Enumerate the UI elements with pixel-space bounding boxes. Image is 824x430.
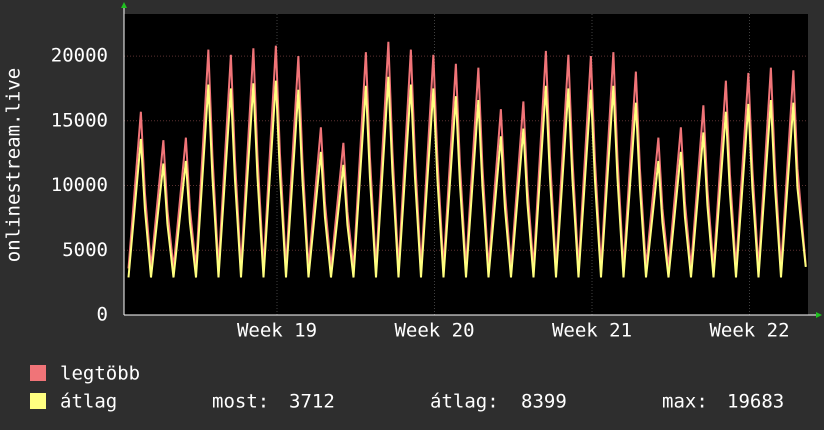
stat-label: átlag: (430, 391, 499, 413)
stat-label: max: (662, 391, 708, 413)
stat-label: most: (212, 391, 269, 413)
axis-arrow (816, 312, 822, 318)
series-line (127, 76, 807, 278)
stat-value: 8399 (521, 391, 567, 413)
axis-arrow (121, 2, 127, 8)
x-tick-label: Week 22 (709, 320, 789, 342)
legend-swatch (30, 365, 46, 381)
y-tick-label: 10000 (51, 174, 108, 196)
y-tick-label: 5000 (62, 239, 108, 261)
stat-value: 19683 (727, 391, 784, 413)
legend-label: legtöbb (60, 363, 140, 385)
x-tick-label: Week 19 (237, 320, 317, 342)
y-tick-label: 20000 (51, 45, 108, 67)
y-tick-label: 0 (97, 304, 108, 326)
x-tick-label: Week 21 (552, 320, 632, 342)
legend-label: átlag (60, 391, 117, 413)
y-tick-label: 15000 (51, 109, 108, 131)
y-axis-title: onlinestream.live (3, 68, 25, 262)
stat-value: 3712 (289, 391, 335, 413)
legend-swatch (30, 393, 46, 409)
x-tick-label: Week 20 (394, 320, 474, 342)
